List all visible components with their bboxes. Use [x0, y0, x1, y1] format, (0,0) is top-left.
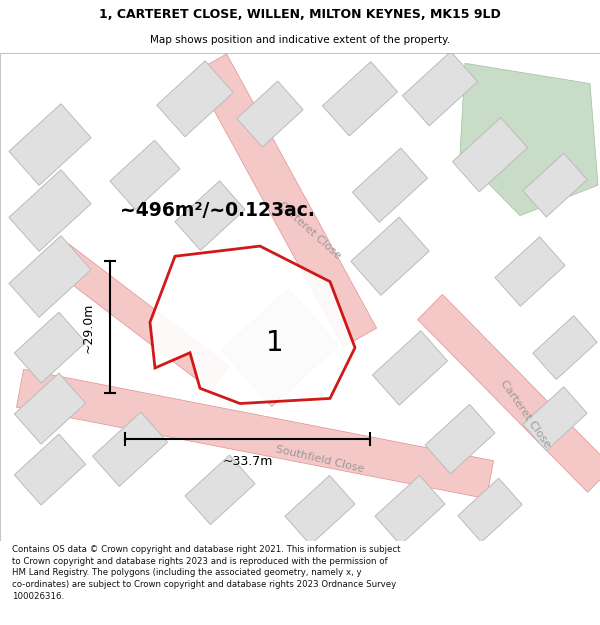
Text: Carteret Close: Carteret Close — [498, 378, 552, 449]
Text: Contains OS data © Crown copyright and database right 2021. This information is : Contains OS data © Crown copyright and d… — [12, 545, 401, 601]
Text: Southfield Close: Southfield Close — [275, 444, 365, 474]
Text: ~33.7m: ~33.7m — [223, 455, 272, 468]
Polygon shape — [110, 140, 180, 210]
Polygon shape — [150, 246, 355, 404]
Text: Map shows position and indicative extent of the property.: Map shows position and indicative extent… — [150, 35, 450, 45]
Polygon shape — [9, 104, 91, 185]
Polygon shape — [92, 412, 167, 486]
Polygon shape — [352, 148, 428, 222]
Polygon shape — [51, 244, 229, 390]
Polygon shape — [16, 369, 494, 499]
Polygon shape — [237, 81, 303, 147]
Polygon shape — [495, 237, 565, 306]
Polygon shape — [185, 455, 255, 524]
Polygon shape — [221, 289, 338, 406]
Polygon shape — [9, 236, 91, 318]
Text: ~29.0m: ~29.0m — [82, 302, 95, 352]
Polygon shape — [458, 478, 522, 542]
Polygon shape — [9, 170, 91, 251]
Polygon shape — [351, 217, 429, 296]
Polygon shape — [322, 62, 398, 136]
Text: ~496m²/~0.123ac.: ~496m²/~0.123ac. — [120, 201, 315, 220]
Polygon shape — [523, 387, 587, 451]
Polygon shape — [193, 54, 377, 347]
Polygon shape — [452, 118, 527, 192]
Polygon shape — [14, 312, 86, 383]
Polygon shape — [375, 476, 445, 545]
Polygon shape — [373, 331, 448, 405]
Polygon shape — [285, 476, 355, 545]
Polygon shape — [175, 181, 245, 251]
Text: 1, CARTERET CLOSE, WILLEN, MILTON KEYNES, MK15 9LD: 1, CARTERET CLOSE, WILLEN, MILTON KEYNES… — [99, 8, 501, 21]
Text: Carteret Close: Carteret Close — [277, 201, 343, 261]
Polygon shape — [403, 51, 478, 126]
Polygon shape — [14, 434, 86, 505]
Polygon shape — [533, 316, 597, 379]
Polygon shape — [157, 61, 233, 137]
Polygon shape — [418, 294, 600, 492]
Text: 1: 1 — [266, 329, 284, 357]
Polygon shape — [14, 373, 86, 444]
Polygon shape — [425, 404, 495, 474]
Polygon shape — [523, 153, 587, 217]
Polygon shape — [460, 63, 598, 216]
